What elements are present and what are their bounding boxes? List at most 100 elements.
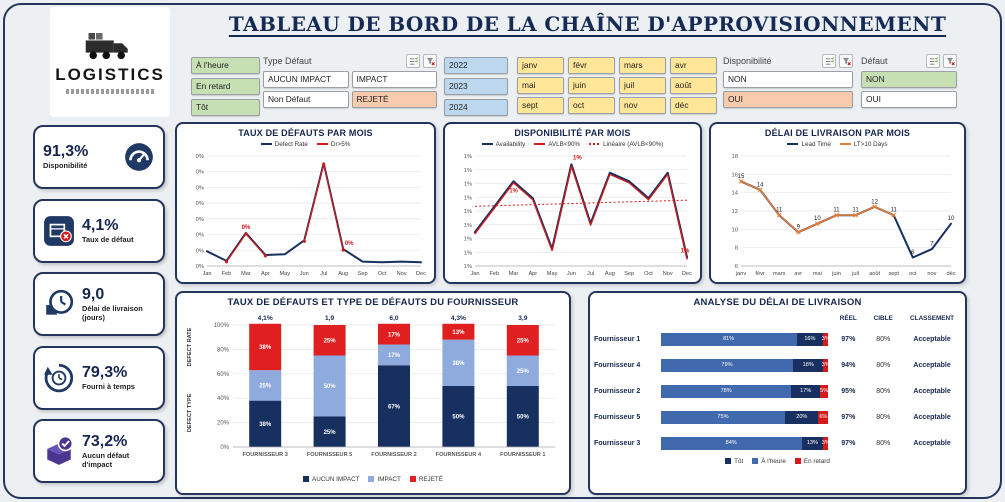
svg-text:Oct: Oct (378, 271, 387, 277)
svg-text:13%: 13% (452, 330, 465, 336)
clear-filter-icon[interactable] (423, 54, 437, 68)
slicer-status-en-retard[interactable]: En retard (191, 78, 260, 95)
slicer-month-ao-t[interactable]: août (670, 77, 717, 94)
svg-text:0%: 0% (196, 170, 204, 176)
slicer-month-f-vr[interactable]: févr (568, 57, 615, 74)
slicer-month-sept[interactable]: sept (517, 97, 564, 114)
supplier-label: Fournisseur 5 (594, 413, 641, 421)
classement-value: Acceptable (913, 335, 951, 343)
slicer-month-nov[interactable]: nov (619, 97, 666, 114)
slicer-month-janv[interactable]: janv (517, 57, 564, 74)
slicer-month-avr[interactable]: avr (670, 57, 717, 74)
svg-text:FOURNISSEUR 5: FOURNISSEUR 5 (307, 452, 352, 458)
stacked-bar: 84%13%3% (660, 436, 828, 450)
chart-title: TAUX DE DÉFAUTS PAR MOIS (238, 128, 373, 138)
kpi-label: Aucun défaut d'impact (82, 450, 130, 469)
supplier-label: Fournisseur 3 (594, 439, 641, 447)
slicer-disponibilite-oui[interactable]: OUI (723, 91, 853, 108)
chart-legend: AUCUN IMPACT IMPACT REJETÉ (181, 474, 565, 484)
column-header: RÉEL (839, 315, 857, 322)
classement-value: Acceptable (913, 439, 951, 447)
multiselect-icon[interactable] (926, 54, 940, 68)
slicer-status-t-t[interactable]: Tôt (191, 99, 260, 116)
kpi-value: 73,2% (82, 432, 128, 450)
reel-value: 97% (841, 335, 856, 343)
svg-text:38%: 38% (259, 422, 272, 428)
slicer-year-2023[interactable]: 2023 (444, 78, 508, 95)
svg-text:3,9: 3,9 (518, 315, 527, 322)
clear-filter-icon[interactable] (839, 54, 853, 68)
legend-item: Lead Time (787, 141, 831, 148)
svg-text:août: août (869, 271, 880, 277)
supplier-row: Fournisseur 2 78% 17% 5% 95% 80% Acceptable (594, 378, 961, 404)
type-defaut-slicer-header: Type Défaut (263, 54, 437, 68)
slicer-typedefaut-non-d-faut[interactable]: Non Défaut (263, 91, 349, 108)
svg-text:1%: 1% (464, 182, 472, 188)
slicer-typedefaut-impact[interactable]: IMPACT (351, 71, 437, 88)
slicer-typedefaut-aucun-impact[interactable]: AUCUN IMPACT (263, 71, 349, 88)
svg-text:1%: 1% (573, 155, 582, 161)
bar-segment: 20% (785, 410, 819, 424)
svg-text:1%: 1% (464, 168, 472, 174)
bar-segment: 13% (801, 436, 824, 450)
svg-text:Jan: Jan (202, 271, 211, 277)
bar-segment: 18% (793, 358, 824, 372)
slicer-typedefaut-rejet-[interactable]: REJETÉ (351, 91, 437, 108)
kpi-card-fourni-a-temps: 79,3% Fourni à temps (33, 346, 165, 410)
svg-text:1%: 1% (464, 237, 472, 243)
svg-text:0%: 0% (196, 154, 204, 160)
svg-text:6: 6 (911, 250, 915, 256)
bar-segment: 5% (819, 384, 829, 398)
type-defaut-slicer: Type Défaut AUCUN IMPACT IMPACT Non Défaut… (263, 54, 437, 108)
slicer-month-juil[interactable]: juil (619, 77, 666, 94)
supplier-row: Fournisseur 4 79%18%3% 94% 80% Acceptable (594, 352, 961, 378)
svg-text:Dec: Dec (416, 271, 426, 277)
svg-text:4,1%: 4,1% (258, 315, 273, 322)
slicer-defaut-non[interactable]: NON (861, 71, 957, 88)
stacked-bar: 75% 20% 6% (660, 410, 829, 424)
clear-filter-icon[interactable] (943, 54, 957, 68)
svg-text:Nov: Nov (397, 271, 407, 277)
defect-type-chart-card: TAUX DE DÉFAUTS ET TYPE DE DÉFAUTS DU FO… (175, 291, 571, 495)
kpi-label: Disponibilité (43, 161, 88, 171)
svg-text:janv: janv (735, 271, 746, 277)
slicer-defaut-oui[interactable]: OUI (861, 91, 957, 108)
chart-title: DISPONIBILITÉ PAR MOIS (514, 128, 631, 138)
svg-text:Jul: Jul (587, 271, 594, 277)
legend-item: Linéaire (AVLB<90%) (589, 141, 663, 148)
cible-value: 80% (876, 439, 891, 447)
slicer-month-d-c[interactable]: déc (670, 97, 717, 114)
svg-text:14: 14 (757, 182, 764, 188)
multiselect-icon[interactable] (406, 54, 420, 68)
svg-text:38%: 38% (452, 361, 465, 367)
multiselect-icon[interactable] (822, 54, 836, 68)
defect-rate-chart-card: TAUX DE DÉFAUTS PAR MOIS Defect Rate Dr>5… (175, 122, 436, 284)
bar-segment: 6% (818, 410, 829, 424)
svg-text:11: 11 (852, 208, 859, 214)
reel-value: 95% (841, 387, 856, 395)
slicer-disponibilite-non[interactable]: NON (723, 71, 853, 88)
year-slicer: 2022 2023 2024 (444, 57, 508, 116)
slicer-month-mai[interactable]: mai (517, 77, 564, 94)
slicer-year-2022[interactable]: 2022 (444, 57, 508, 74)
svg-text:100%: 100% (214, 323, 230, 329)
chart-legend: Availability AVLB<90% Linéaire (AVLB<90%) (449, 139, 696, 149)
svg-text:17%: 17% (388, 353, 401, 359)
legend-item: REJETÉ (409, 476, 443, 483)
disponibilite-items: NON OUI (723, 71, 853, 108)
svg-text:juin: juin (831, 271, 841, 277)
chart-legend: Tôt À l'heure En retard (594, 456, 961, 466)
stacked-bar: 81%16%3% (660, 332, 828, 346)
bar-segment: 17% (791, 384, 820, 398)
slicer-month-mars[interactable]: mars (619, 57, 666, 74)
lead-time-analysis-card: ANALYSE DU DÉLAI DE LIVRAISON RÉEL CIBLE C… (588, 291, 967, 495)
kpi-value: 79,3% (82, 364, 128, 382)
legend-item: AVLB<90% (534, 141, 580, 148)
slicer-year-2024[interactable]: 2024 (444, 99, 508, 116)
slicer-month-juin[interactable]: juin (568, 77, 615, 94)
slicer-month-oct[interactable]: oct (568, 97, 615, 114)
slicer-status--l-heure[interactable]: À l'heure (191, 57, 260, 74)
disponibilite-slicer-header: Disponibilité (723, 54, 853, 68)
truck-icon (85, 32, 128, 59)
